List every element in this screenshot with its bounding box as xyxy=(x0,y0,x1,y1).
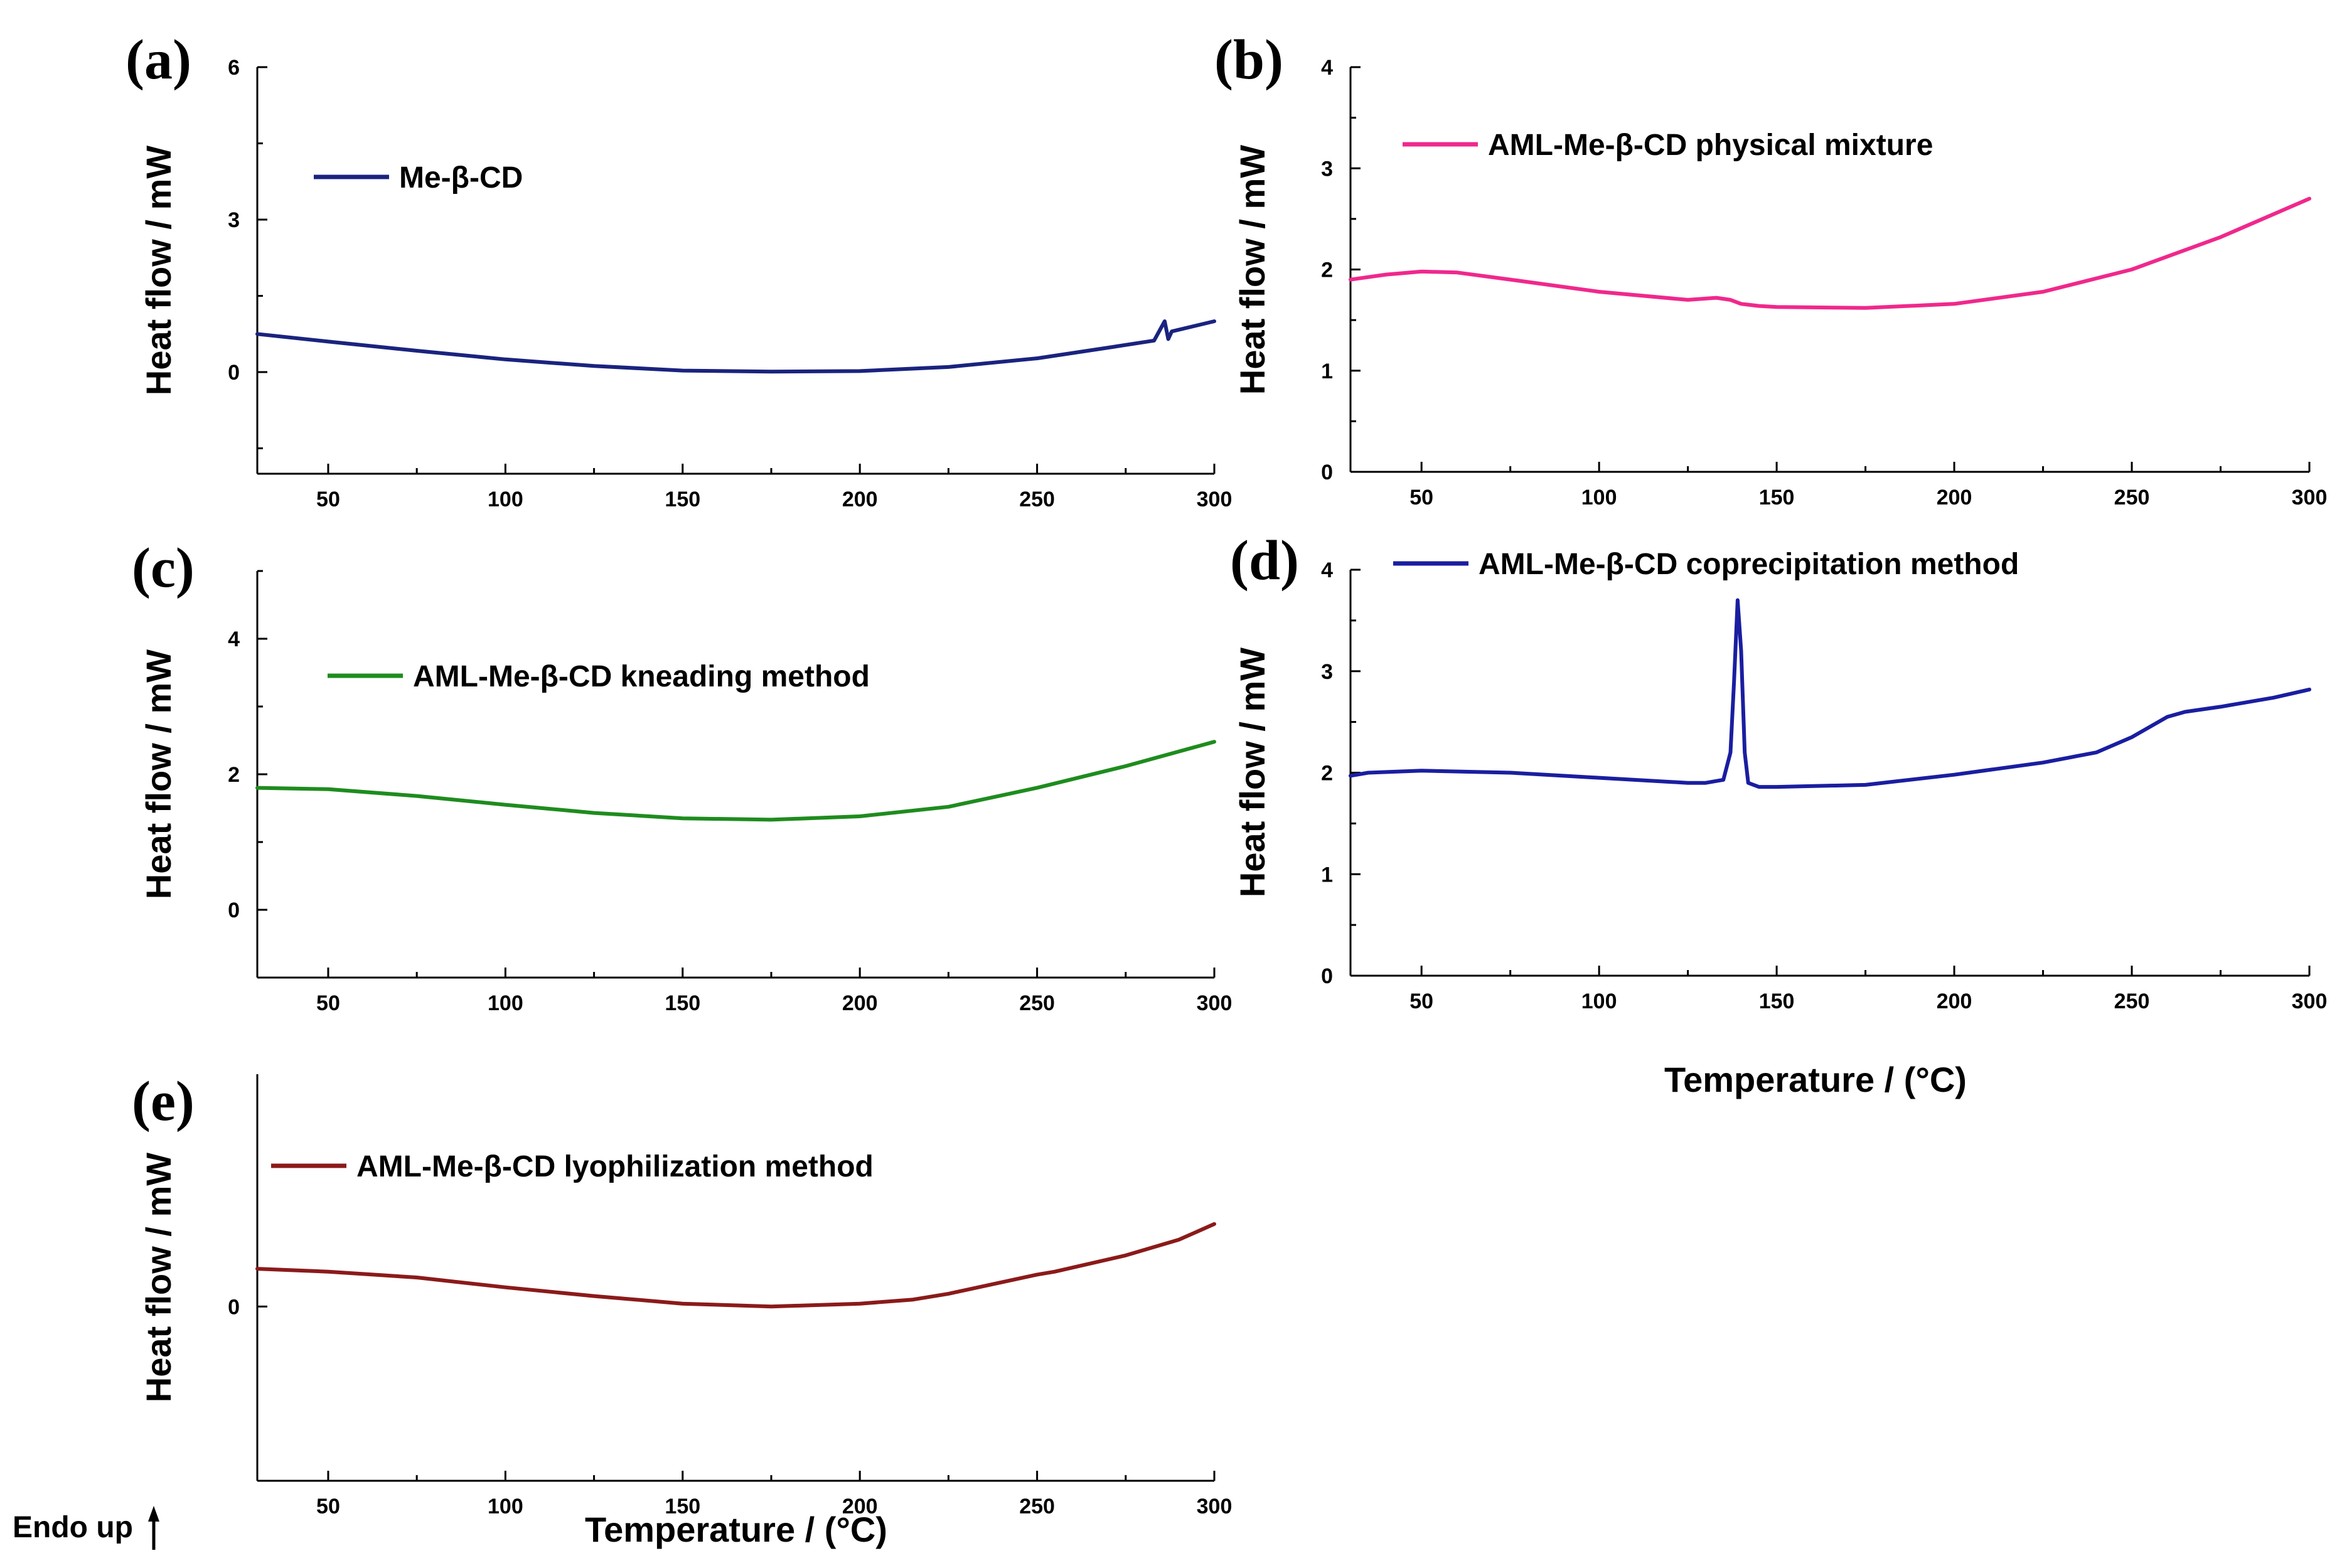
legend: AML-Me-β-CD physical mixture xyxy=(1403,129,1933,162)
x-tick-label: 250 xyxy=(2114,989,2150,1013)
panel-d: 50 100 150 200 250 300 0 1 2 3 4 Heat flow / mW (d) A… xyxy=(1230,530,2327,1013)
y-tick-label: 0 xyxy=(1321,964,1333,988)
x-tick-label: 100 xyxy=(488,488,523,511)
series-line-e xyxy=(255,1222,1216,1309)
x-tick-label: 300 xyxy=(1197,488,1233,511)
legend-label: AML-Me-β-CD kneading method xyxy=(413,660,870,693)
shared-x-axis-title: Temperature / (°C) xyxy=(1664,1060,1967,1099)
x-axis-title: Temperature / (°C) xyxy=(585,1510,887,1549)
y-tick-label: 0 xyxy=(228,1295,240,1319)
endo-up-label: Endo up xyxy=(13,1511,133,1544)
y-tick-label: 0 xyxy=(1321,461,1333,484)
y-tick-label: 4 xyxy=(1321,56,1333,80)
x-tick-label: 200 xyxy=(842,1495,878,1518)
x-tick-label: 300 xyxy=(1197,991,1233,1015)
panel-label: (d) xyxy=(1230,530,1299,592)
legend: AML-Me-β-CD coprecipitation method xyxy=(1393,548,2019,581)
x-tick-label: 200 xyxy=(1937,486,1972,509)
panel-e: 50 100 150 200 250 300 0 Heat flow / mW (e) AML-M… xyxy=(132,1070,1232,1549)
y-axis-title: Heat flow / mW xyxy=(139,146,178,395)
y-tick-label: 1 xyxy=(1321,863,1333,887)
y-axis-title: Heat flow / mW xyxy=(1233,648,1272,897)
x-tick-label: 100 xyxy=(488,991,523,1015)
legend: Me-β-CD xyxy=(314,161,523,195)
panel-b: 50 100 150 200 250 300 0 1 2 3 4 Heat flow / mW (b) A… xyxy=(1214,29,2327,509)
x-tick-label: 200 xyxy=(1937,989,1972,1013)
legend-label: Me-β-CD xyxy=(399,161,523,195)
panel-label: (c) xyxy=(132,537,195,599)
series-line-d xyxy=(1349,598,2311,789)
y-axis-title: Heat flow / mW xyxy=(139,1153,178,1402)
x-tick-label: 300 xyxy=(2292,989,2328,1013)
x-tick-label: 50 xyxy=(1409,486,1433,509)
y-tick-label: 2 xyxy=(1321,762,1333,786)
legend-label: AML-Me-β-CD lyophilization method xyxy=(356,1150,874,1183)
series-line-b xyxy=(1349,196,2311,310)
x-tick-label: 300 xyxy=(2292,486,2328,509)
x-tick-label: 150 xyxy=(665,1495,700,1518)
panel-label: (e) xyxy=(132,1070,195,1133)
series-line-a xyxy=(255,319,1216,374)
y-tick-label: 6 xyxy=(228,56,240,80)
panel-c: 50 100 150 200 250 300 0 2 4 Heat flow / mW (c) AML… xyxy=(132,537,1232,1015)
panel-a: 50 100 150 200 250 300 0 3 6 Heat flow / mW (a) Me-… xyxy=(126,29,1232,511)
y-tick-label: 2 xyxy=(1321,259,1333,282)
y-tick-label: 0 xyxy=(228,361,240,385)
y-tick-label: 1 xyxy=(1321,360,1333,383)
y-tick-label: 3 xyxy=(228,208,240,232)
x-tick-label: 150 xyxy=(1759,989,1795,1013)
x-tick-label: 250 xyxy=(1019,991,1055,1015)
legend-label: AML-Me-β-CD coprecipitation method xyxy=(1479,548,2019,581)
x-tick-label: 100 xyxy=(1581,486,1617,509)
y-tick-label: 2 xyxy=(228,763,240,787)
x-tick-label: 250 xyxy=(1019,1495,1055,1518)
x-tick-label: 150 xyxy=(665,488,700,511)
x-tick-label: 50 xyxy=(316,488,340,511)
y-axis-title: Heat flow / mW xyxy=(1233,145,1272,395)
y-axis-title: Heat flow / mW xyxy=(139,649,178,899)
legend-label: AML-Me-β-CD physical mixture xyxy=(1488,129,1933,162)
x-tick-label: 100 xyxy=(488,1495,523,1518)
y-tick-label: 4 xyxy=(1321,558,1333,582)
y-tick-label: 3 xyxy=(1321,660,1333,684)
x-tick-label: 50 xyxy=(1409,989,1433,1013)
x-tick-label: 250 xyxy=(1019,488,1055,511)
x-tick-label: 150 xyxy=(665,991,700,1015)
x-tick-label: 50 xyxy=(316,1495,340,1518)
x-tick-label: 200 xyxy=(842,991,878,1015)
y-tick-label: 3 xyxy=(1321,157,1333,181)
legend: AML-Me-β-CD kneading method xyxy=(328,660,870,693)
legend: AML-Me-β-CD lyophilization method xyxy=(271,1150,874,1183)
y-tick-label: 0 xyxy=(228,899,240,922)
endo-up-arrow-icon xyxy=(148,1506,159,1550)
x-tick-label: 100 xyxy=(1581,989,1617,1013)
series-line-c xyxy=(255,740,1216,822)
x-tick-label: 200 xyxy=(842,488,878,511)
x-tick-label: 300 xyxy=(1197,1495,1233,1518)
y-tick-label: 4 xyxy=(228,627,240,651)
x-tick-label: 250 xyxy=(2114,486,2150,509)
x-tick-label: 50 xyxy=(316,991,340,1015)
panel-label: (b) xyxy=(1214,29,1283,91)
panel-label: (a) xyxy=(126,29,191,91)
x-tick-label: 150 xyxy=(1759,486,1795,509)
